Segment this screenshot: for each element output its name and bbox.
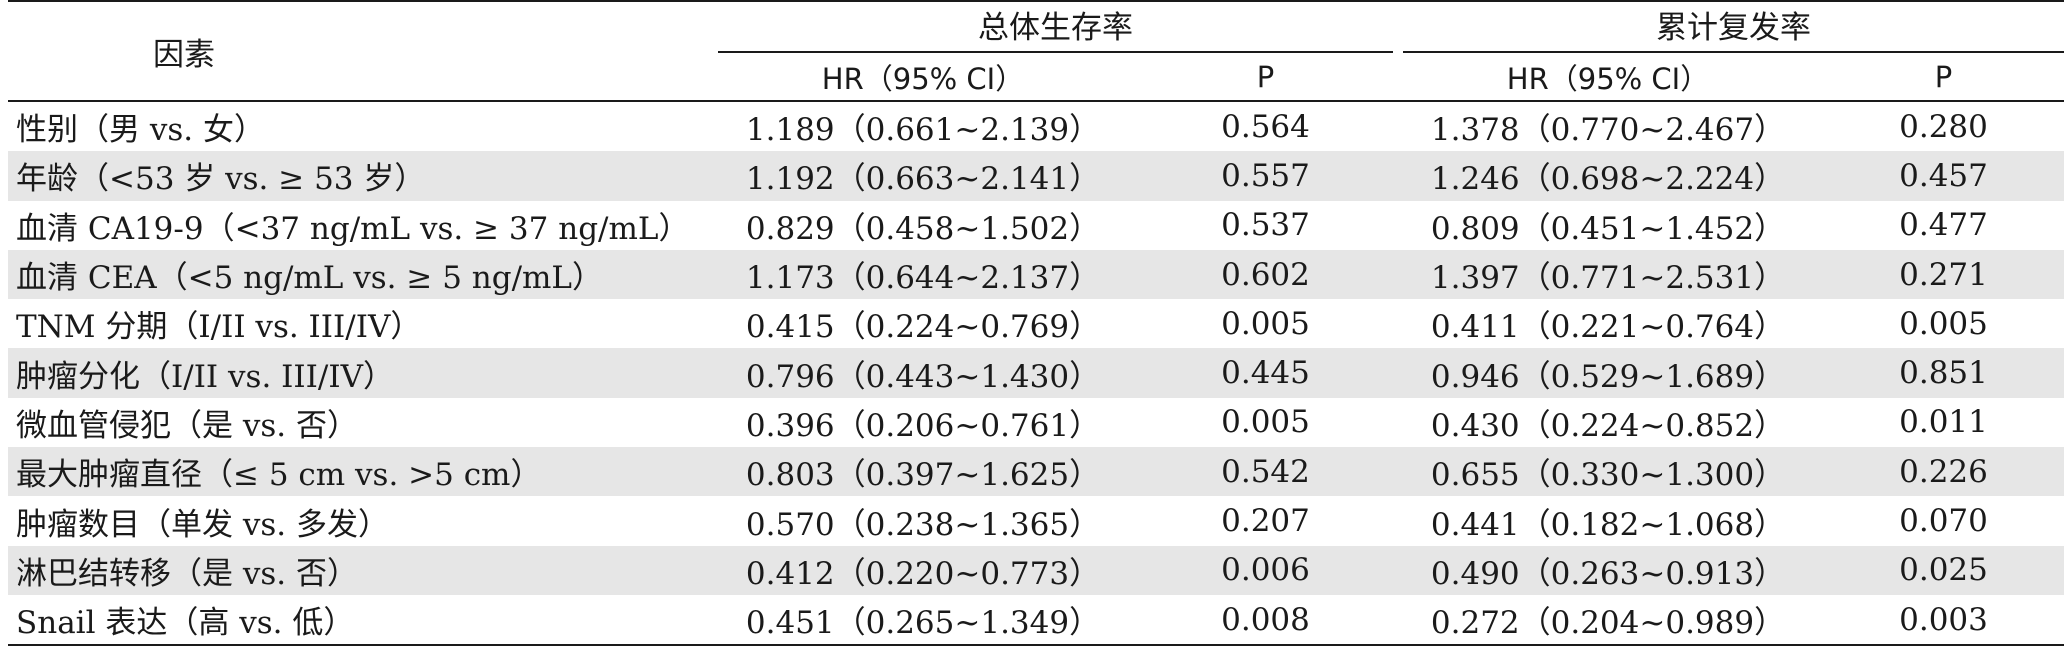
overall-survival-label: 总体生存率 bbox=[718, 2, 1393, 53]
factor-cell: 血清 CA19-9（<37 ng/mL vs. ≥ 37 ng/mL） bbox=[16, 210, 690, 247]
os-hr-ci-cell: 1.192（0.663~2.141） bbox=[708, 151, 1138, 201]
table-body: 性别（男 vs. 女） 1.189（0.661~2.139） 0.564 1.378（… bbox=[8, 101, 2064, 647]
table-row: 血清 CEA（<5 ng/mL vs. ≥ 5 ng/mL） 1.173（0.64… bbox=[8, 249, 2064, 300]
overall-survival-group-header: 总体生存率 bbox=[708, 0, 1393, 53]
table-row: 肿瘤分化（I/II vs. III/IV） 0.796（0.443~1.430） 0… bbox=[8, 348, 2064, 398]
univariate-cox-table: 因素 总体生存率 累计复发率 HR（95% CI） P HR（95% CI） P… bbox=[8, 0, 2064, 647]
recurrence-p-cell: 0.851 bbox=[1823, 348, 2064, 398]
os-hr-ci-cell: 0.570（0.238~1.365） bbox=[745, 506, 1101, 543]
recurrence-hr-ci-cell: 0.411（0.221~0.764） bbox=[1430, 309, 1786, 346]
os-p-cell: 0.005 bbox=[1221, 404, 1310, 441]
table-row: 性别（男 vs. 女） 1.189（0.661~2.139） 0.564 1.378（… bbox=[8, 101, 2064, 151]
table-row: 微血管侵犯（是 vs. 否） 0.396（0.206~0.761） 0.005 0.4… bbox=[8, 398, 2064, 447]
factor-column-header: 因素 bbox=[8, 0, 708, 102]
os-p-cell: 0.537 bbox=[1221, 207, 1310, 244]
factor-cell: 性别（男 vs. 女） bbox=[16, 112, 265, 149]
recurrence-p-cell: 0.280 bbox=[1899, 108, 1988, 145]
os-hr-ci-cell: 1.189（0.661~2.139） bbox=[745, 112, 1101, 149]
recurrence-hr-ci-cell: 0.430（0.224~0.852） bbox=[1430, 407, 1786, 444]
recurrence-hr-ci-cell: 0.272（0.204~0.989） bbox=[1393, 594, 1823, 647]
factor-cell: 肿瘤分化（I/II vs. III/IV） bbox=[8, 348, 708, 398]
os-p-cell: 0.008 bbox=[1138, 594, 1393, 647]
recurrence-p-cell: 0.271 bbox=[1823, 249, 2064, 300]
os-hr-ci-cell: 0.412（0.220~0.773） bbox=[708, 545, 1138, 595]
table-row: 淋巴结转移（是 vs. 否） 0.412（0.220~0.773） 0.006 0.4… bbox=[8, 545, 2064, 595]
recurrence-hr-ci-cell: 0.490（0.263~0.913） bbox=[1393, 545, 1823, 595]
table-row: 肿瘤数目（单发 vs. 多发） 0.570（0.238~1.365） 0.207 0.… bbox=[8, 496, 2064, 545]
recurrence-p-cell: 0.005 bbox=[1899, 305, 1988, 342]
recurrence-hr-ci-cell: 1.397（0.771~2.531） bbox=[1393, 249, 1823, 300]
factor-cell: 血清 CEA（<5 ng/mL vs. ≥ 5 ng/mL） bbox=[8, 249, 708, 300]
os-p-cell: 0.005 bbox=[1221, 305, 1310, 342]
os-hr-ci-header: HR（95% CI） bbox=[708, 53, 1138, 102]
factor-cell: 肿瘤数目（单发 vs. 多发） bbox=[16, 506, 389, 543]
recurrence-hr-ci-cell: 0.655（0.330~1.300） bbox=[1393, 447, 1823, 497]
os-p-cell: 0.006 bbox=[1138, 545, 1393, 595]
factor-cell: 年龄（<53 岁 vs. ≥ 53 岁） bbox=[8, 151, 708, 201]
os-p-header: P bbox=[1138, 53, 1393, 102]
os-hr-ci-cell: 0.451（0.265~1.349） bbox=[708, 594, 1138, 647]
recurrence-p-cell: 0.070 bbox=[1899, 503, 1988, 540]
recurrence-p-cell: 0.226 bbox=[1823, 447, 2064, 497]
recurrence-p-cell: 0.025 bbox=[1823, 545, 2064, 595]
recurrence-hr-ci-cell: 0.946（0.529~1.689） bbox=[1393, 348, 1823, 398]
recurrence-p-cell: 0.011 bbox=[1899, 404, 1988, 441]
os-p-cell: 0.557 bbox=[1138, 151, 1393, 201]
recurrence-hr-ci-cell: 0.441（0.182~1.068） bbox=[1430, 506, 1786, 543]
recurrence-hr-ci-header: HR（95% CI） bbox=[1393, 53, 1823, 102]
os-hr-ci-cell: 0.803（0.397~1.625） bbox=[708, 447, 1138, 497]
factor-cell: 最大肿瘤直径（≤ 5 cm vs. >5 cm） bbox=[8, 447, 708, 497]
os-p-cell: 0.445 bbox=[1138, 348, 1393, 398]
table-row: 年龄（<53 岁 vs. ≥ 53 岁） 1.192（0.663~2.141） 0.… bbox=[8, 151, 2064, 201]
os-hr-ci-cell: 1.173（0.644~2.137） bbox=[708, 249, 1138, 300]
factor-cell: TNM 分期（I/II vs. III/IV） bbox=[16, 309, 422, 346]
os-hr-ci-cell: 0.415（0.224~0.769） bbox=[745, 309, 1101, 346]
table-row: Snail 表达（高 vs. 低） 0.451（0.265~1.349） 0.008… bbox=[8, 594, 2064, 647]
os-p-cell: 0.602 bbox=[1138, 249, 1393, 300]
os-hr-ci-cell: 0.396（0.206~0.761） bbox=[745, 407, 1101, 444]
table-header: 因素 总体生存率 累计复发率 HR（95% CI） P HR（95% CI） P bbox=[8, 0, 2064, 102]
recurrence-p-cell: 0.003 bbox=[1823, 594, 2064, 647]
recurrence-p-header: P bbox=[1823, 53, 2064, 102]
factor-cell: 淋巴结转移（是 vs. 否） bbox=[8, 545, 708, 595]
factor-cell: 微血管侵犯（是 vs. 否） bbox=[16, 407, 358, 444]
recurrence-p-cell: 0.457 bbox=[1823, 151, 2064, 201]
recurrence-hr-ci-cell: 0.809（0.451~1.452） bbox=[1430, 210, 1786, 247]
os-hr-ci-cell: 0.796（0.443~1.430） bbox=[708, 348, 1138, 398]
recurrence-hr-ci-cell: 1.378（0.770~2.467） bbox=[1430, 112, 1786, 149]
recurrence-label: 累计复发率 bbox=[1403, 2, 2064, 53]
os-p-cell: 0.564 bbox=[1221, 108, 1310, 145]
table-row: TNM 分期（I/II vs. III/IV） 0.415（0.224~0.769… bbox=[8, 299, 2064, 348]
recurrence-group-header: 累计复发率 bbox=[1393, 0, 2064, 53]
os-hr-ci-cell: 0.829（0.458~1.502） bbox=[745, 210, 1101, 247]
recurrence-p-cell: 0.477 bbox=[1899, 207, 1988, 244]
factor-cell: Snail 表达（高 vs. 低） bbox=[8, 594, 708, 647]
table-row: 最大肿瘤直径（≤ 5 cm vs. >5 cm） 0.803（0.397~1.62… bbox=[8, 447, 2064, 497]
os-p-cell: 0.207 bbox=[1221, 503, 1310, 540]
recurrence-hr-ci-cell: 1.246（0.698~2.224） bbox=[1393, 151, 1823, 201]
os-p-cell: 0.542 bbox=[1138, 447, 1393, 497]
table-row: 血清 CA19-9（<37 ng/mL vs. ≥ 37 ng/mL） 0.829… bbox=[8, 201, 2064, 250]
